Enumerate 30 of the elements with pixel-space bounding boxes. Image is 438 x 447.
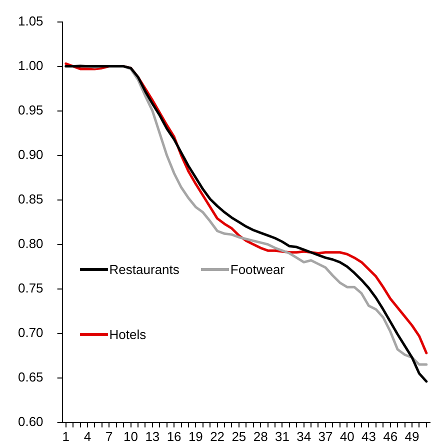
y-tick-label: 0.70 xyxy=(18,324,44,340)
x-tick-label: 46 xyxy=(383,428,398,444)
x-tick-label: 49 xyxy=(404,428,420,444)
y-tick-label: 0.80 xyxy=(18,236,44,251)
y-tick-label: 1.05 xyxy=(18,13,44,28)
x-tick-label: 16 xyxy=(166,428,182,444)
legend-label: Footwear xyxy=(230,262,285,278)
x-tick-label: 13 xyxy=(145,428,160,444)
x-tick-label: 31 xyxy=(274,428,290,444)
x-tick-label: 1 xyxy=(62,428,70,444)
y-tick-label: 0.90 xyxy=(18,146,44,162)
y-tick-label: 0.75 xyxy=(18,280,44,296)
x-tick-label: 40 xyxy=(340,428,354,444)
y-tick-label: 0.60 xyxy=(18,414,44,429)
y-tick-label: 1.00 xyxy=(18,58,44,73)
y-tick-label: 0.95 xyxy=(18,102,44,118)
x-tick-label: 7 xyxy=(106,428,113,444)
x-tick-label: 25 xyxy=(232,428,246,444)
legend-label: Restaurants xyxy=(109,262,180,278)
x-tick-label: 4 xyxy=(84,428,92,444)
y-tick-label: 0.65 xyxy=(18,369,44,384)
x-tick-label: 19 xyxy=(188,428,203,444)
x-tick-label: 34 xyxy=(296,428,312,444)
x-tick-label: 37 xyxy=(318,428,333,444)
x-tick-label: 43 xyxy=(361,428,376,444)
y-tick-label: 0.85 xyxy=(18,191,44,206)
x-tick-label: 28 xyxy=(253,428,268,444)
legend-label: Hotels xyxy=(109,327,146,342)
x-tick-label: 22 xyxy=(210,428,225,444)
x-tick-label: 10 xyxy=(124,428,138,444)
